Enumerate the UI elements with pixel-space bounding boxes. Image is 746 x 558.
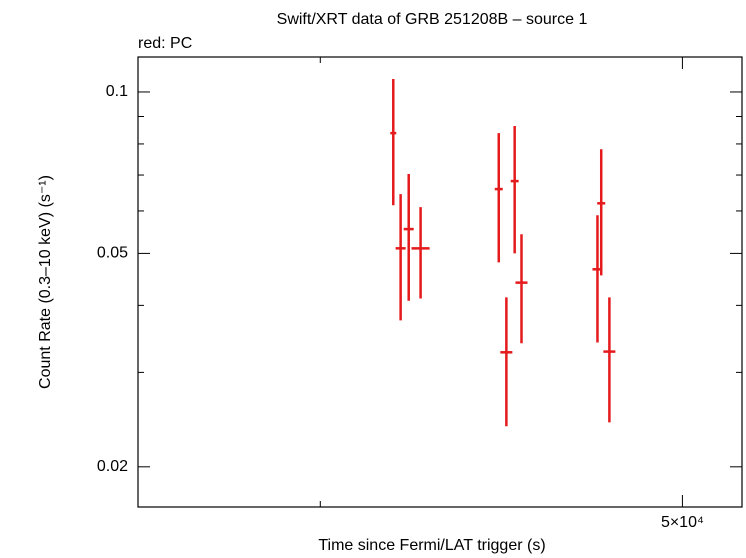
chart-title: Swift/XRT data of GRB 251208B – source 1 <box>277 11 588 28</box>
y-tick-label: 0.05 <box>97 245 128 262</box>
y-tick-label: 0.1 <box>106 83 128 100</box>
y-tick-label: 0.02 <box>97 458 128 475</box>
x-tick-label: 5×10⁴ <box>661 514 704 531</box>
chart-subtitle: red: PC <box>138 35 192 52</box>
y-axis-label: Count Rate (0.3–10 keV) (s⁻¹) <box>37 175 54 389</box>
x-axis-label: Time since Fermi/LAT trigger (s) <box>318 537 545 554</box>
plot-frame <box>137 56 743 508</box>
